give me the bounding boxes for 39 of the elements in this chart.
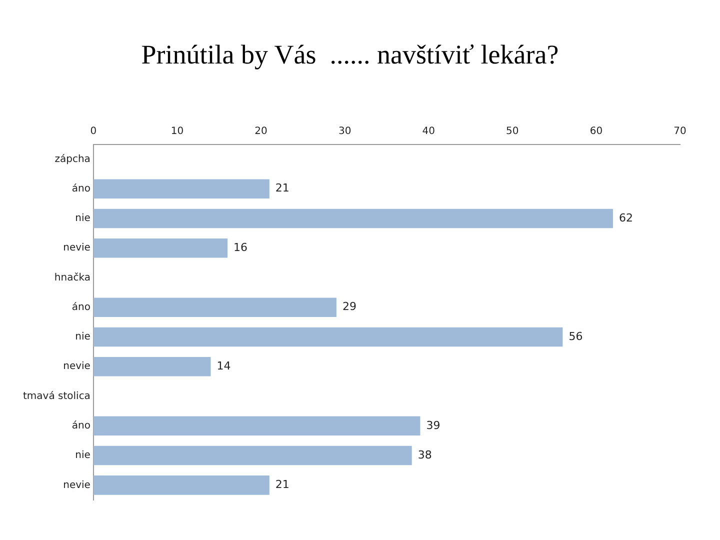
y-tick-label: hnačka — [54, 272, 90, 284]
y-tick-label: áno — [72, 183, 90, 194]
data-label: 21 — [275, 182, 290, 195]
x-tick-label: 30 — [338, 126, 352, 137]
bar — [93, 208, 613, 228]
bar — [93, 327, 563, 347]
bar — [93, 238, 228, 258]
data-label: 21 — [275, 478, 290, 492]
x-tick-label: 20 — [254, 126, 268, 137]
chart-title: Prinútila by Vás ...... navštíviť lekára? — [141, 39, 559, 70]
data-label: 62 — [618, 211, 633, 224]
bar — [93, 446, 412, 466]
data-label: 56 — [568, 330, 583, 343]
x-tick-label: 0 — [90, 126, 97, 137]
data-label: 16 — [234, 240, 248, 254]
bar — [93, 179, 270, 198]
bar — [93, 298, 336, 318]
x-tick-label: 60 — [590, 126, 603, 137]
y-tick-label: nie — [75, 332, 90, 343]
y-tick-label: nevie — [63, 480, 90, 491]
y-tick-label: tmavá stolica — [22, 390, 90, 402]
bar — [93, 416, 420, 436]
y-tick-label: áno — [72, 302, 90, 313]
y-tick-label: nie — [75, 450, 90, 462]
x-tick-label: 50 — [506, 126, 519, 137]
data-label: 29 — [342, 300, 356, 314]
y-tick-label: zápcha — [54, 154, 90, 165]
x-tick-label: 40 — [422, 126, 435, 137]
y-tick-label: nie — [75, 213, 90, 224]
x-tick-label: 70 — [674, 126, 686, 137]
x-tick-label: 10 — [170, 126, 184, 137]
data-label: 39 — [426, 418, 440, 432]
y-tick-label: nevie — [63, 361, 90, 372]
y-tick-label: áno — [72, 420, 90, 432]
bar — [93, 357, 211, 376]
data-label: 14 — [216, 360, 231, 373]
y-tick-label: nevie — [63, 242, 90, 254]
data-label: 38 — [418, 448, 432, 462]
bar — [93, 476, 270, 495]
